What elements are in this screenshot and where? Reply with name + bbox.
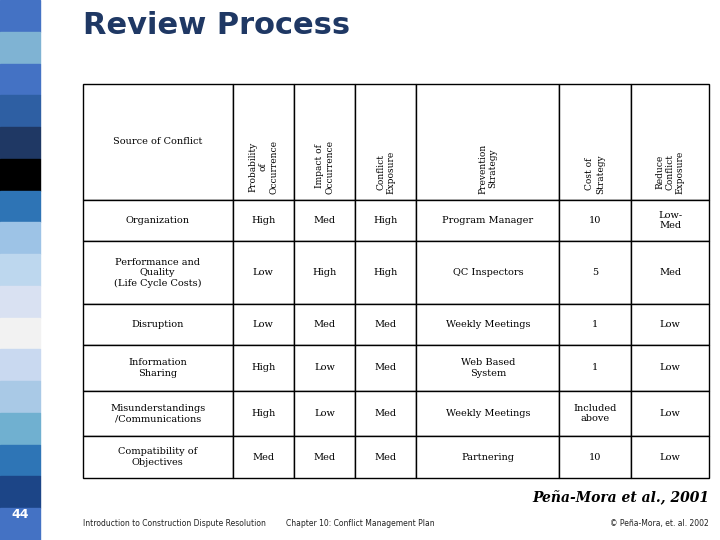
Text: 5: 5 — [592, 268, 598, 277]
Text: Low: Low — [660, 409, 680, 418]
Text: © Peña-Mora, et. al. 2002: © Peña-Mora, et. al. 2002 — [611, 519, 709, 528]
Text: Performance and
Quality
(Life Cycle Costs): Performance and Quality (Life Cycle Cost… — [114, 258, 202, 288]
Text: High: High — [251, 363, 275, 373]
Text: Conflict
Exposure: Conflict Exposure — [376, 150, 395, 193]
Text: Included
above: Included above — [573, 404, 617, 423]
Text: Probability
of
Occurrence: Probability of Occurrence — [248, 139, 278, 193]
Text: Prevention
Strategy: Prevention Strategy — [478, 143, 498, 193]
Text: Misunderstandings
/Communications: Misunderstandings /Communications — [110, 404, 205, 423]
Text: Low: Low — [314, 409, 335, 418]
Text: Low: Low — [253, 320, 274, 329]
Text: Chapter 10: Conflict Management Plan: Chapter 10: Conflict Management Plan — [286, 519, 434, 528]
Text: Reduce
Conflict
Exposure: Reduce Conflict Exposure — [655, 150, 685, 193]
Text: Information
Sharing: Information Sharing — [128, 358, 187, 377]
Text: Med: Med — [374, 409, 397, 418]
Text: Med: Med — [374, 363, 397, 373]
Text: Med: Med — [374, 453, 397, 462]
Text: Introduction to Construction Dispute Resolution: Introduction to Construction Dispute Res… — [83, 519, 266, 528]
Text: 1: 1 — [592, 363, 598, 373]
Text: 1: 1 — [592, 320, 598, 329]
Text: Low: Low — [314, 363, 335, 373]
Text: 10: 10 — [589, 453, 601, 462]
Text: High: High — [312, 268, 337, 277]
Text: QC Inspectors: QC Inspectors — [453, 268, 523, 277]
Text: Peña-Mora et al., 2001: Peña-Mora et al., 2001 — [532, 490, 709, 505]
Text: High: High — [374, 268, 398, 277]
Text: Med: Med — [659, 268, 681, 277]
Text: Low: Low — [660, 453, 680, 462]
Text: Weekly Meetings: Weekly Meetings — [446, 409, 530, 418]
Text: Organization: Organization — [126, 216, 189, 225]
Text: Disruption: Disruption — [132, 320, 184, 329]
Text: Source of Conflict: Source of Conflict — [113, 137, 202, 146]
Text: High: High — [374, 216, 398, 225]
Text: Program Manager: Program Manager — [442, 216, 534, 225]
Text: High: High — [251, 409, 275, 418]
Text: High: High — [251, 216, 275, 225]
Text: Med: Med — [313, 453, 336, 462]
Text: 44: 44 — [12, 508, 29, 521]
Text: Web Based
System: Web Based System — [461, 358, 515, 377]
Text: Low: Low — [660, 363, 680, 373]
Text: Weekly Meetings: Weekly Meetings — [446, 320, 530, 329]
Text: 10: 10 — [589, 216, 601, 225]
Text: Partnering: Partnering — [462, 453, 514, 462]
Text: Low: Low — [253, 268, 274, 277]
Text: Impact of
Occurrence: Impact of Occurrence — [315, 139, 334, 193]
Text: Med: Med — [374, 320, 397, 329]
Text: Med: Med — [313, 320, 336, 329]
Text: Cost of
Strategy: Cost of Strategy — [585, 154, 605, 193]
Text: Compatibility of
Objectives: Compatibility of Objectives — [118, 448, 197, 467]
Text: Low: Low — [660, 320, 680, 329]
Text: Review Process: Review Process — [83, 11, 350, 40]
Text: Low-
Med: Low- Med — [658, 211, 682, 231]
Text: Med: Med — [313, 216, 336, 225]
Text: Med: Med — [252, 453, 274, 462]
